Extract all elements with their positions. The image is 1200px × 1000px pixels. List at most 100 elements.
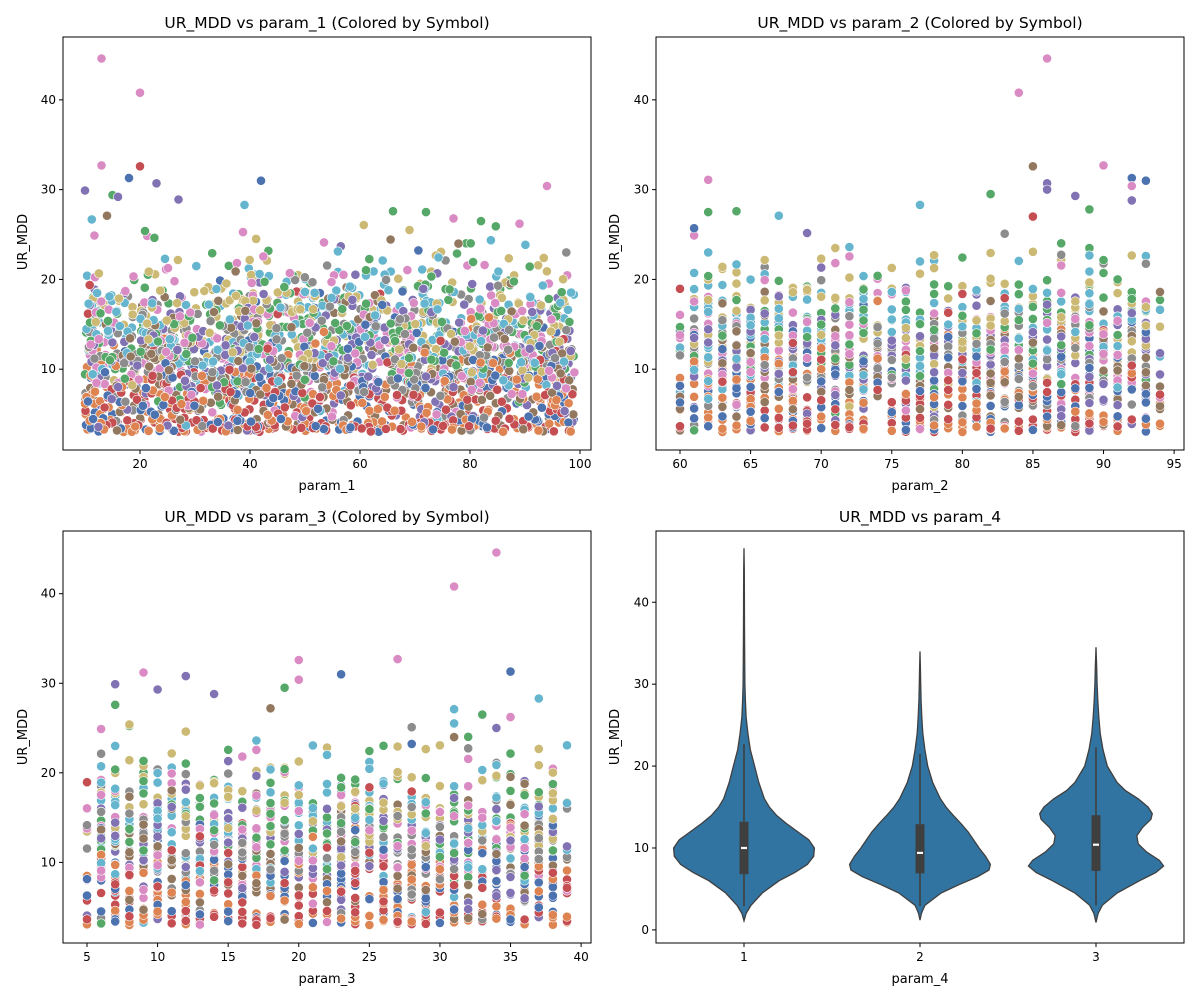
scatter-point	[844, 311, 855, 322]
scatter-point	[190, 356, 200, 367]
scatter-point	[929, 308, 939, 319]
scatter-point	[468, 257, 478, 267]
scatter-point	[537, 280, 548, 291]
scatter-point	[788, 287, 798, 298]
scatter-point	[915, 319, 925, 329]
scatter-point	[225, 386, 236, 397]
y-tick-label: 40	[634, 93, 649, 107]
scatter-point	[476, 394, 487, 405]
scatter-point	[858, 397, 869, 408]
scatter-point	[886, 372, 897, 383]
scatter-point	[319, 237, 329, 248]
scatter-point	[125, 351, 136, 362]
scatter-point	[731, 278, 742, 289]
scatter-point	[745, 406, 756, 417]
scatter-point	[745, 348, 756, 358]
scatter-point	[731, 259, 742, 270]
scatter-point	[788, 338, 798, 348]
scatter-point	[731, 411, 742, 422]
scatter-point	[181, 349, 192, 359]
scatter-point	[816, 319, 827, 330]
scatter-point	[1013, 87, 1024, 98]
scatter-point	[971, 421, 982, 432]
scatter-point	[258, 251, 269, 262]
scatter-point	[901, 375, 911, 386]
scatter-point	[527, 307, 538, 317]
scatter-point	[830, 419, 841, 430]
scatter-point	[545, 326, 556, 337]
scatter-point	[393, 273, 404, 284]
scatter-point	[717, 392, 728, 403]
scatter-point	[816, 423, 827, 433]
scatter-point	[703, 207, 714, 217]
scatter-point	[1098, 394, 1109, 405]
scatter-point	[689, 364, 699, 375]
scatter-point	[1028, 301, 1038, 312]
scatter-point	[901, 389, 911, 399]
scatter-point	[191, 261, 202, 271]
scatter-point	[82, 270, 92, 281]
scatter-point	[138, 867, 149, 878]
scatter-point	[514, 218, 525, 229]
scatter-point	[140, 226, 150, 236]
scatter-point	[153, 336, 163, 347]
scatter-point	[441, 404, 451, 415]
scatter-point	[1126, 250, 1137, 261]
scatter-point	[915, 424, 925, 434]
scatter-point	[830, 404, 841, 415]
scatter-point	[703, 174, 714, 185]
scatter-point	[566, 287, 576, 298]
scatter-point	[1084, 398, 1095, 408]
scatter-point	[689, 313, 699, 324]
scatter-point	[773, 330, 784, 341]
scatter-point	[1141, 389, 1151, 399]
scatter-point	[189, 400, 200, 411]
scatter-point	[957, 427, 968, 437]
scatter-point	[971, 315, 982, 326]
scatter-point	[872, 353, 883, 364]
scatter-point	[496, 305, 507, 316]
scatter-point	[96, 296, 107, 307]
scatter-point	[773, 422, 784, 433]
scatter-point	[421, 407, 432, 418]
scatter-point	[232, 425, 243, 435]
scatter-point	[335, 390, 346, 401]
scatter-point	[957, 252, 968, 263]
scatter-param2-axes: UR_MDD vs param_2 (Colored by Symbol) pa…	[608, 14, 1185, 494]
scatter-point	[717, 423, 728, 434]
scatter-point	[1141, 175, 1151, 186]
scatter-point	[556, 287, 567, 298]
scatter-point	[816, 253, 827, 264]
scatter-point	[138, 788, 149, 799]
scatter-point	[773, 358, 784, 369]
x-tick-label: 60	[672, 457, 687, 471]
scatter-point	[393, 344, 404, 355]
scatter-point	[929, 359, 939, 369]
scatter-point	[929, 420, 939, 431]
scatter-point	[377, 255, 388, 266]
scatter-point	[745, 367, 756, 377]
scatter-point	[1013, 315, 1024, 325]
scatter-point	[397, 286, 408, 297]
scatter-point	[1013, 353, 1024, 364]
scatter-point	[295, 304, 306, 315]
scatter-point	[124, 173, 134, 183]
scatter-point	[242, 320, 253, 331]
scatter-point	[164, 334, 175, 345]
scatter-point	[1070, 190, 1081, 201]
scatter-point	[1056, 411, 1067, 421]
scatter-point	[1098, 255, 1109, 265]
scatter-point	[186, 389, 197, 400]
scatter-point	[788, 307, 798, 318]
scatter-point	[84, 280, 95, 290]
scatter-point	[886, 335, 897, 346]
scatter-point	[1155, 369, 1165, 380]
scatter-point	[745, 320, 756, 331]
scatter-point	[439, 375, 450, 386]
scatter-point	[844, 251, 855, 262]
scatter-point	[421, 207, 431, 217]
scatter-point	[717, 376, 728, 387]
scatter-point	[901, 333, 911, 343]
scatter-point	[689, 332, 699, 343]
scatter-point	[830, 292, 841, 303]
